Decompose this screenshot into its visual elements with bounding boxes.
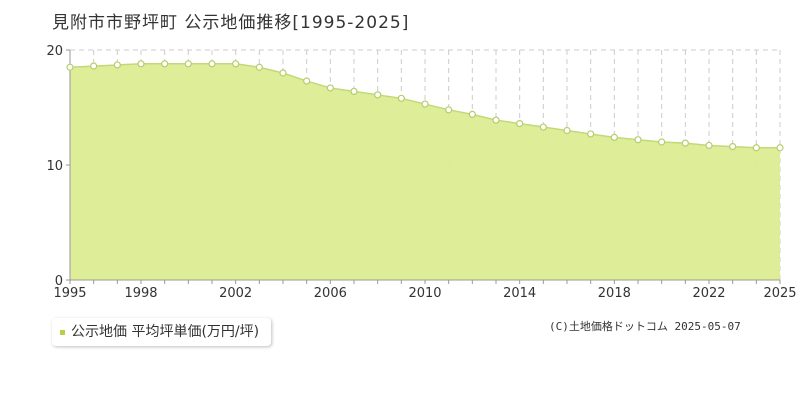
data-point	[563, 126, 571, 135]
data-points	[66, 60, 784, 152]
x-tick-label: 2010	[408, 286, 441, 301]
data-point	[492, 116, 500, 124]
data-point	[705, 141, 713, 150]
y-tick-label: 20	[46, 44, 63, 59]
legend-marker-icon	[60, 329, 65, 335]
data-point	[350, 87, 358, 96]
y-tick-label: 10	[46, 159, 63, 174]
data-point	[729, 143, 737, 151]
data-point	[374, 91, 382, 99]
data-point	[232, 60, 240, 68]
legend-label: 公示地価 平均坪単価(万円/坪)	[71, 324, 260, 340]
data-point	[397, 94, 405, 102]
data-point	[752, 144, 760, 152]
x-tick-label: 2025	[763, 286, 796, 301]
data-point	[255, 63, 263, 71]
x-tick-label: 2018	[598, 286, 631, 301]
data-point	[539, 123, 547, 131]
tick-labels: 1995 1998 2002 2006 2010 2014 2018 2022 2025 0 10 2…	[46, 44, 796, 301]
data-point	[634, 136, 642, 144]
data-point	[303, 77, 311, 85]
area-fill	[70, 63, 780, 280]
data-point	[90, 62, 98, 70]
data-point	[658, 138, 666, 146]
data-point	[137, 60, 145, 68]
data-point	[66, 63, 74, 71]
y-tick-label: 0	[55, 274, 63, 289]
data-point	[208, 60, 216, 68]
axes	[66, 49, 781, 284]
data-point	[610, 133, 618, 141]
x-tick-label: 2022	[692, 286, 725, 301]
data-point	[776, 144, 784, 152]
data-point	[681, 139, 689, 147]
data-point	[326, 84, 334, 92]
data-point	[445, 106, 453, 114]
x-tick-label: 2006	[314, 286, 347, 301]
x-tick-label: 2014	[503, 286, 536, 301]
data-point	[184, 60, 192, 68]
data-point	[421, 100, 429, 108]
data-point	[468, 110, 476, 119]
data-point	[113, 61, 121, 69]
copyright-text: (C)土地価格ドットコム 2025-05-07	[549, 320, 741, 333]
data-point	[161, 60, 169, 68]
chart-title: 見附市市野坪町 公示地価推移[1995-2025]	[52, 13, 410, 33]
data-point	[279, 69, 287, 77]
data-point	[516, 119, 524, 128]
x-tick-label: 1998	[124, 286, 157, 301]
x-tick-label: 2002	[219, 286, 252, 301]
data-point	[587, 130, 595, 138]
legend: 公示地価 平均坪単価(万円/坪)	[52, 318, 272, 346]
x-tick-label: 1995	[53, 286, 86, 301]
